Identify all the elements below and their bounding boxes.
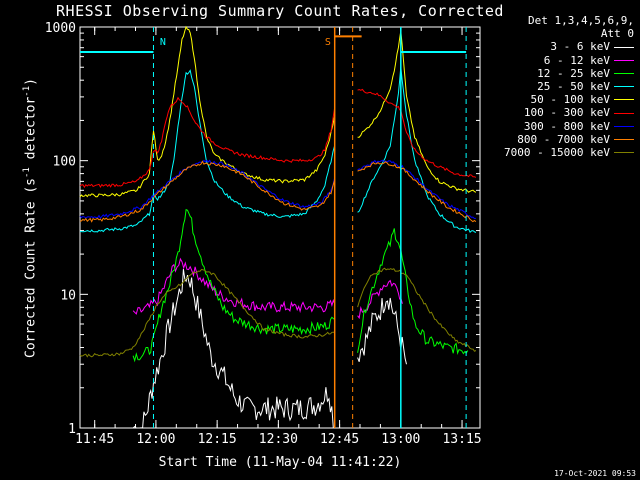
series-line-8 — [79, 268, 335, 358]
legend-swatch — [614, 86, 634, 88]
series-line-7 — [357, 161, 477, 223]
legend-label: 50 - 100 keV — [530, 93, 610, 107]
legend-header-attenuator: Att 0 — [600, 27, 634, 41]
legend-entry: 300 - 800 keV — [504, 120, 634, 133]
legend-swatch — [614, 152, 634, 154]
legend-header-detectors: Det 1,3,4,5,6,9, — [528, 14, 634, 27]
x-tick-label: 11:45 — [75, 432, 114, 447]
x-tick-label: 12:30 — [259, 432, 298, 447]
series-line-1 — [357, 279, 403, 320]
legend-entry: 50 - 100 keV — [504, 93, 634, 106]
y-axis-label-sup1: -1 — [22, 167, 32, 178]
y-axis-label-end: ) — [23, 78, 39, 86]
event-annotation: S — [325, 37, 331, 48]
series-line-8 — [357, 267, 477, 352]
legend-entry: 3 - 6 keV — [504, 40, 634, 53]
legend-items: 3 - 6 keV 6 - 12 keV 12 - 25 keV 25 - 50 ke… — [504, 40, 634, 159]
legend-label: 3 - 6 keV — [550, 40, 610, 54]
x-tick-label: 13:00 — [381, 432, 420, 447]
chart-title: RHESSI Observing Summary Count Rates, Co… — [56, 2, 504, 20]
series-line-0 — [357, 297, 407, 365]
legend-entry: 7000 - 15000 keV — [504, 146, 634, 159]
series-line-0 — [132, 269, 335, 429]
legend-entry: 100 - 300 keV — [504, 106, 634, 119]
legend-label: 12 - 25 keV — [537, 66, 610, 80]
y-axis-label-text2: detector — [23, 96, 39, 168]
legend-label: 25 - 50 keV — [537, 80, 610, 94]
series-line-2 — [357, 228, 469, 355]
y-tick-label: 10 — [60, 288, 76, 303]
legend-label: 6 - 12 keV — [543, 53, 610, 67]
legend-entry: 12 - 25 keV — [504, 67, 634, 80]
legend-swatch — [614, 59, 634, 61]
legend-label: 300 - 800 keV — [523, 119, 610, 133]
legend-swatch — [614, 125, 634, 127]
y-axis-label-sup2: -1 — [22, 85, 32, 97]
series-line-6 — [357, 159, 476, 220]
series-line-7 — [79, 160, 336, 223]
legend-swatch — [614, 99, 634, 101]
legend-entry: 6 - 12 keV — [504, 54, 634, 67]
legend-swatch — [614, 112, 634, 114]
generated-timestamp: 17-Oct-2021 09:53 — [554, 469, 636, 478]
legend-label: 800 - 7000 keV — [517, 132, 610, 146]
y-axis-label-text: Corrected Count Rate (s — [23, 177, 39, 358]
legend-entry: 25 - 50 keV — [504, 80, 634, 93]
series-line-6 — [79, 159, 336, 219]
y-tick-label: 1000 — [45, 21, 76, 36]
y-axis-label: Corrected Count Rate (s-1 detector-1) — [22, 18, 38, 418]
series-line-5 — [79, 96, 336, 189]
event-annotation: N — [160, 37, 166, 48]
x-tick-label: 13:15 — [442, 432, 481, 447]
legend-swatch — [614, 46, 634, 48]
legend-swatch — [614, 138, 634, 140]
y-tick-label: 100 — [53, 155, 76, 170]
series-line-3 — [357, 66, 477, 234]
series-line-4 — [79, 25, 336, 198]
legend-swatch — [614, 72, 634, 74]
x-axis-label: Start Time (11-May-04 11:41:22) — [158, 455, 402, 470]
x-tick-label: 12:00 — [136, 432, 175, 447]
legend: Det 1,3,4,5,6,9, Att 0 3 - 6 keV 6 - 12 k… — [504, 14, 634, 159]
series-line-1 — [132, 257, 336, 315]
axes-frame — [79, 26, 481, 429]
legend-label: 100 - 300 keV — [523, 106, 610, 120]
x-tick-label: 12:15 — [198, 432, 237, 447]
series-line-2 — [132, 208, 335, 363]
series-line-4 — [357, 30, 477, 193]
legend-entry: 800 - 7000 keV — [504, 133, 634, 146]
x-tick-label: 12:45 — [320, 432, 359, 447]
series-line-3 — [79, 69, 336, 233]
legend-label: 7000 - 15000 keV — [504, 146, 610, 160]
y-tick-label: 1 — [68, 422, 76, 437]
series-line-5 — [357, 88, 477, 178]
